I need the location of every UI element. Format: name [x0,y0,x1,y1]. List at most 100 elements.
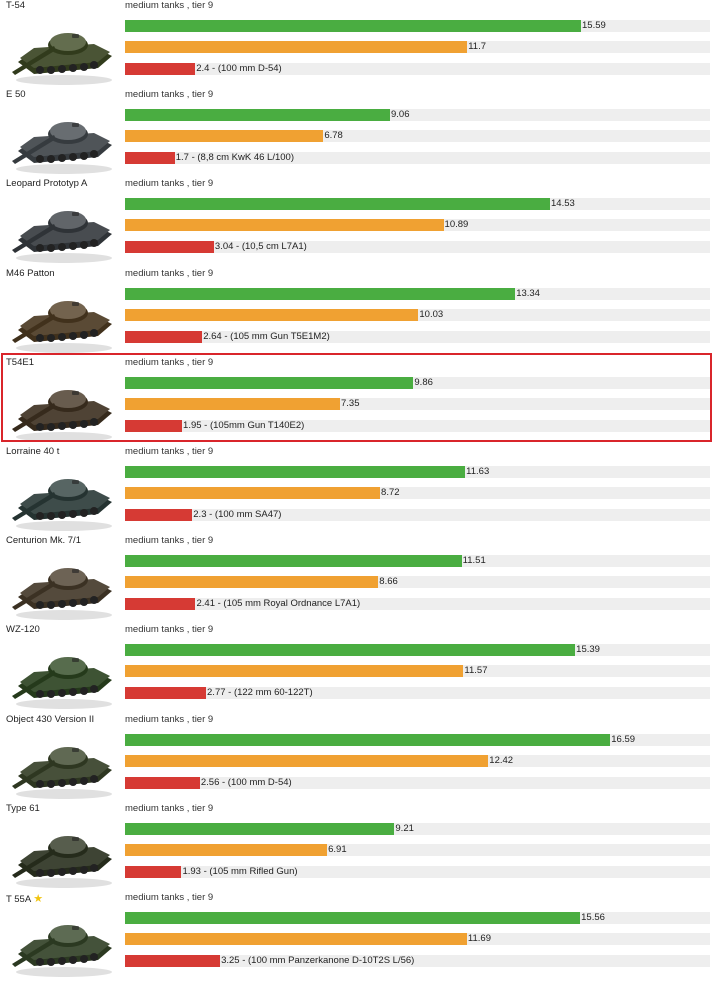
orange-bar-track: 6.91 [125,843,710,856]
green-bar-value: 9.06 [391,109,410,121]
tank-name-label: WZ-120 [6,624,40,636]
orange-bar-value: 8.66 [379,576,398,588]
orange-bar-track: 6.78 [125,130,710,143]
tank-image [6,547,124,622]
orange-bar [125,933,467,945]
tank-name-label: Leopard Prototyp A [6,178,88,190]
tank-image [6,458,124,533]
red-bar-track: 1.95 - (105mm Gun T140E2) [125,419,710,432]
red-bar-value: 1.93 - (105 mm Rifled Gun) [182,865,298,877]
orange-bar [125,576,379,589]
green-bar [125,644,576,657]
green-bar-value: 11.63 [466,466,490,477]
orange-bar-value: 12.42 [489,754,514,766]
orange-bar-value: 11.69 [467,933,491,944]
tank-image [6,904,124,979]
green-bar-track: 11.63 [125,466,710,478]
green-bar-value: 14.53 [551,198,575,210]
orange-bar-track: 8.66 [125,576,710,589]
tank-name: Object 430 Version II [6,714,94,725]
tank-name-label: T 55A [6,894,32,905]
green-bar-track: 9.06 [125,109,710,122]
orange-bar-value: 10.89 [444,219,469,231]
tank-name-label: E 50 [6,89,26,101]
red-bar [125,241,214,254]
green-bar-value: 15.39 [576,644,600,656]
tank-class-label: medium tanks , tier 9 [125,802,214,814]
green-bar [125,555,462,568]
red-bar-value: 2.41 - (105 mm Royal Ordnance L7A1) [196,598,361,610]
red-bar-value: 2.64 - (105 mm Gun T5E1M2) [203,330,330,342]
orange-bar-value: 11.57 [464,665,488,677]
green-bar-track: 15.39 [125,644,710,657]
green-bar [125,912,581,924]
green-bar [125,287,516,300]
tank-image [6,280,124,355]
red-bar [125,955,221,967]
tank-class-label: medium tanks , tier 9 [125,713,214,725]
red-bar-track: 2.3 - (100 mm SA47) [125,509,710,521]
tank-name-label: M46 Patton [6,267,55,279]
tank-class-label: medium tanks , tier 9 [125,446,214,457]
tank-image [6,190,124,265]
green-bar-value: 9.86 [414,376,433,388]
tank-row: T 55A ★ medium tanks , tier 9 15.56 11.69 3.… [0,892,715,981]
green-bar-track: 9.21 [125,822,710,835]
tank-name: Centurion Mk. 7/1 [6,535,81,546]
tank-class-label: medium tanks , tier 9 [125,624,214,636]
red-bar-track: 1.93 - (105 mm Rifled Gun) [125,865,710,878]
tank-image [6,726,124,801]
orange-bar [125,665,464,678]
star-icon: ★ [33,893,44,905]
red-bar-value: 1.7 - (8,8 cm KwK 46 L/100) [175,152,294,164]
tank-image [6,101,124,176]
green-bar [125,109,390,122]
red-bar [125,509,193,521]
green-bar-track: 14.53 [125,198,710,211]
red-bar [125,865,182,878]
tank-name: T54E1 [6,357,34,368]
orange-bar-value: 10.03 [419,308,444,320]
green-bar [125,733,611,746]
tank-class-label: medium tanks , tier 9 [125,356,214,368]
red-bar-value: 3.25 - (100 mm Panzerkanone D-10T2S L/56… [221,955,415,966]
orange-bar-track: 10.89 [125,219,710,232]
red-bar-track: 2.41 - (105 mm Royal Ordnance L7A1) [125,598,710,611]
tank-name-label: Centurion Mk. 7/1 [6,535,81,547]
green-bar-value: 11.51 [462,555,486,567]
tank-image [6,815,124,890]
orange-bar-value: 7.35 [340,397,360,409]
green-bar-value: 15.56 [581,912,605,923]
red-bar [125,419,183,432]
orange-bar-track: 10.03 [125,308,710,321]
tank-name: T-54 [6,0,25,11]
orange-bar-track: 12.42 [125,754,710,767]
tank-class-label: medium tanks , tier 9 [125,0,214,11]
tank-class-label: medium tanks , tier 9 [125,267,214,279]
green-bar [125,822,395,835]
orange-bar [125,41,468,53]
red-bar-track: 2.77 - (122 mm 60-122T) [125,687,710,700]
red-bar-value: 2.56 - (100 mm D-54) [200,776,292,788]
red-bar [125,776,200,789]
red-bar [125,152,175,165]
red-bar [125,63,196,75]
green-bar-track: 11.51 [125,555,710,568]
orange-bar-track: 8.72 [125,487,710,499]
orange-bar [125,397,340,410]
green-bar [125,20,581,32]
green-bar [125,198,550,211]
tank-class-label: medium tanks , tier 9 [125,89,214,101]
orange-bar [125,843,328,856]
green-bar-track: 16.59 [125,733,710,746]
tank-row: Leopard Prototyp A medium tanks , tier 9… [0,178,715,267]
orange-bar [125,754,489,767]
tank-row: Object 430 Version II medium tanks , tie… [0,714,715,803]
tank-name: Lorraine 40 t [6,446,59,457]
orange-bar-track: 11.69 [125,933,710,945]
green-bar-value: 9.21 [395,822,414,834]
orange-bar-value: 6.91 [328,843,347,855]
green-bar-track: 13.34 [125,287,710,300]
tank-image [6,636,124,711]
tank-name-label: T-54 [6,0,26,11]
